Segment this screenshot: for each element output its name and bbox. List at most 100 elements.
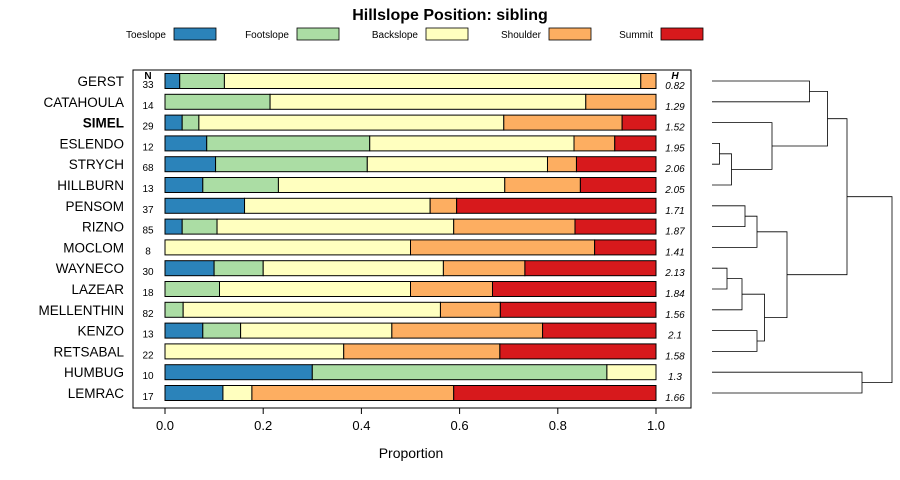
n-header: N [144, 71, 151, 82]
dendrogram-branch-3 [712, 122, 773, 170]
bar-lazear-summit [491, 281, 657, 297]
bar-eslendo-shoulder [573, 135, 616, 152]
row-label-hillburn: HILLBURN [57, 178, 124, 193]
bar-mellenthin-backslope [182, 301, 441, 318]
bar-wayneco-backslope [262, 260, 444, 277]
bar-retsabal-backslope [164, 343, 345, 360]
bar-simel-footslope [181, 114, 200, 131]
bar-gerst-shoulder [640, 73, 657, 89]
bar-hillburn-toeslope [164, 177, 204, 193]
bar-eslendo-summit [614, 135, 657, 152]
bar-rizno-shoulder [453, 218, 576, 235]
h-value-mellenthin: 1.56 [665, 310, 685, 321]
legend-label-footslope: Footslope [245, 30, 289, 41]
h-value-lemrac: 1.66 [665, 393, 685, 404]
bar-mellenthin-footslope [164, 301, 184, 318]
bar-wayneco-toeslope [164, 260, 215, 277]
h-value-pensom: 1.71 [665, 206, 684, 217]
row-label-mellenthin: MELLENTHIN [38, 303, 124, 318]
h-value-rizno: 1.87 [665, 227, 685, 238]
bar-rizno-summit [574, 218, 657, 235]
bar-mellenthin-summit [499, 301, 657, 318]
h-value-moclom: 1.41 [665, 247, 684, 258]
h-header: H [671, 71, 679, 82]
row-label-kenzo: KENZO [77, 324, 124, 339]
row-label-humbug: HUMBUG [64, 365, 124, 380]
bar-gerst-footslope [179, 73, 225, 89]
bar-wayneco-shoulder [442, 260, 526, 277]
h-value-eslendo: 1.95 [665, 143, 685, 154]
x-tick-label-3: 0.6 [451, 418, 469, 433]
dendrogram-branch-1 [712, 143, 720, 165]
bar-catahoula-backslope [269, 93, 587, 110]
bar-rizno-toeslope [164, 218, 183, 235]
dendrogram-branch-11 [757, 231, 788, 318]
n-value-hillburn: 13 [142, 184, 154, 195]
h-value-gerst: 0.82 [665, 81, 685, 92]
bar-moclom-shoulder [410, 239, 596, 256]
legend: Toeslope Footslope Backslope Shoulder Summit [126, 27, 704, 41]
row-label-gerst: GERST [77, 74, 124, 89]
x-tick-label-1: 0.2 [254, 418, 272, 433]
dendrogram-branch-10 [742, 293, 765, 342]
n-value-rizno: 85 [142, 226, 154, 237]
bars [164, 73, 657, 401]
h-value-strych: 2.06 [664, 164, 685, 175]
bar-strych-footslope [215, 156, 368, 173]
bar-simel-shoulder [503, 114, 623, 131]
bar-kenzo-backslope [240, 322, 393, 339]
h-value-simel: 1.52 [665, 123, 685, 134]
n-value-simel: 29 [142, 122, 154, 133]
row-label-pensom: PENSOM [65, 199, 124, 214]
bar-hillburn-backslope [277, 177, 506, 193]
bar-mellenthin-shoulder [439, 301, 501, 318]
row-label-wayneco: WAYNECO [56, 261, 124, 276]
n-value-pensom: 37 [142, 205, 154, 216]
bar-hillburn-summit [579, 177, 657, 193]
bar-kenzo-summit [542, 322, 657, 339]
bar-lazear-footslope [164, 281, 221, 297]
bar-rizno-footslope [181, 218, 218, 235]
bar-pensom-toeslope [164, 197, 246, 214]
legend-swatch-footslope [296, 27, 340, 41]
bar-gerst-toeslope [164, 73, 181, 89]
n-value-lazear: 18 [142, 288, 154, 299]
dendrogram-branch-12 [787, 118, 848, 276]
x-tick-label-4: 0.8 [549, 418, 567, 433]
bar-lemrac-backslope [222, 385, 253, 401]
legend-label-summit: Summit [619, 30, 653, 41]
x-axis-label: Proportion [379, 445, 444, 461]
dendrogram-branch-6 [712, 215, 758, 248]
bar-strych-shoulder [546, 156, 577, 173]
bar-gerst-backslope [223, 73, 642, 89]
legend-swatch-summit [660, 27, 704, 41]
bar-simel-summit [621, 114, 657, 131]
plot-frame [132, 69, 692, 409]
row-label-lazear: LAZEAR [71, 282, 124, 297]
bar-strych-backslope [366, 156, 548, 173]
x-tick-label-2: 0.4 [352, 418, 370, 433]
row-label-rizno: RIZNO [82, 220, 124, 235]
bar-pensom-summit [456, 197, 657, 214]
dendrogram-branch-9 [712, 330, 758, 352]
h-value-wayneco: 2.13 [664, 268, 685, 279]
bar-eslendo-footslope [206, 135, 371, 152]
bar-kenzo-toeslope [164, 322, 204, 339]
x-tick-label-0: 0.0 [156, 418, 174, 433]
bar-moclom-summit [594, 239, 657, 256]
n-value-humbug: 10 [142, 371, 154, 382]
bar-simel-toeslope [164, 114, 183, 131]
bar-humbug-toeslope [164, 364, 313, 381]
dendrogram-branch-0 [712, 80, 810, 103]
h-value-humbug: 1.3 [668, 372, 682, 383]
bar-rizno-backslope [216, 218, 455, 235]
row-label-strych: STRYCH [69, 157, 124, 172]
bar-simel-backslope [198, 114, 505, 131]
row-label-moclom: MOCLOM [63, 240, 124, 255]
n-value-strych: 68 [142, 163, 154, 174]
row-label-eslendo: ESLENDO [59, 136, 124, 151]
dendrogram-branch-13 [712, 371, 863, 394]
bar-lazear-shoulder [410, 281, 493, 297]
bar-retsabal-summit [499, 343, 657, 360]
legend-label-shoulder: Shoulder [501, 30, 542, 41]
